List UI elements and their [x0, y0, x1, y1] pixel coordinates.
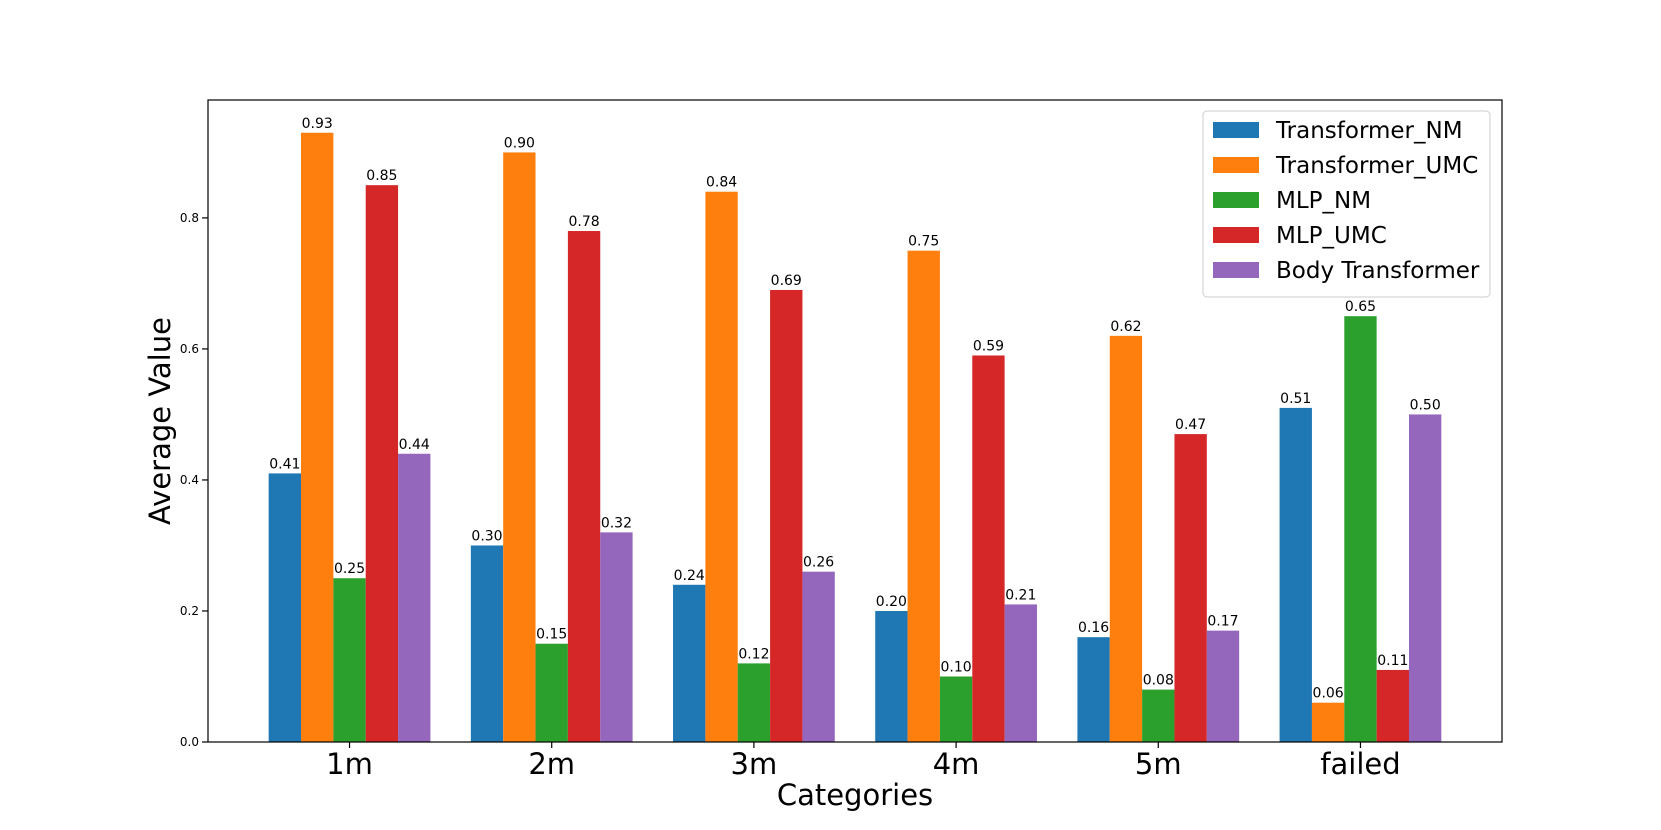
y-axis-title: Average Value	[143, 317, 177, 525]
bar-transformer-umc-3m	[705, 191, 738, 742]
legend-swatch	[1213, 227, 1259, 243]
legend-swatch	[1213, 262, 1259, 278]
bar-value-label: 0.69	[771, 273, 802, 289]
bar-transformer-nm-2m	[470, 545, 504, 742]
bar-value-label: 0.26	[803, 555, 834, 571]
legend-label: MLP_UMC	[1276, 223, 1387, 249]
bar-transformer-nm-1m	[268, 473, 302, 742]
bar-value-label: 0.12	[738, 646, 769, 662]
bar-transformer-nm-5m	[1077, 637, 1110, 742]
bar-value-label: 0.10	[941, 659, 972, 675]
bar-value-label: 0.25	[334, 561, 365, 577]
bar-mlp-umc-failed	[1376, 669, 1409, 742]
legend-label: Transformer_UMC	[1275, 153, 1478, 179]
bar-value-label: 0.08	[1143, 673, 1174, 689]
bar-value-label: 0.32	[601, 515, 632, 531]
bar-body-transformer-failed	[1408, 414, 1442, 742]
bar-value-label: 0.90	[504, 135, 535, 151]
bar-transformer-nm-4m	[875, 610, 908, 742]
bar-transformer-umc-2m	[503, 152, 536, 742]
y-tick-label: 0.8	[180, 211, 199, 225]
bar-mlp-umc-2m	[567, 231, 601, 742]
bar-value-label: 0.62	[1110, 319, 1141, 335]
bar-mlp-nm-3m	[737, 663, 771, 742]
bar-mlp-umc-4m	[972, 355, 1005, 742]
bar-value-label: 0.06	[1313, 686, 1344, 702]
bar-value-label: 0.84	[706, 175, 737, 191]
x-tick-label: failed	[1320, 747, 1400, 781]
bar-value-label: 0.78	[568, 214, 599, 230]
bar-labels-group: 0.41 0.30 0.24 0.20 0.16 0.51 0.93 0.90 0.84 0.75…	[269, 116, 1441, 702]
bar-transformer-nm-failed	[1279, 407, 1312, 742]
y-axis: 0.0 0.2 0.4 0.6 0.8	[180, 211, 208, 749]
x-tick-label: 5m	[1135, 747, 1182, 781]
bar-transformer-umc-5m	[1109, 335, 1143, 742]
x-tick-label: 1m	[326, 747, 373, 781]
bar-mlp-nm-failed	[1344, 316, 1377, 742]
bars-group	[268, 132, 1442, 743]
bar-value-label: 0.93	[302, 116, 333, 132]
bar-mlp-nm-2m	[535, 643, 568, 742]
bar-value-label: 0.21	[1005, 587, 1036, 603]
bar-value-label: 0.44	[399, 437, 430, 453]
bar-value-label: 0.15	[536, 627, 567, 643]
bar-value-label: 0.30	[471, 528, 502, 544]
bar-transformer-umc-failed	[1311, 702, 1345, 742]
legend-swatch	[1213, 122, 1259, 138]
bar-transformer-umc-4m	[907, 250, 940, 743]
bar-mlp-umc-1m	[365, 185, 399, 742]
y-tick-label: 0.6	[180, 342, 199, 356]
bar-transformer-umc-1m	[301, 132, 334, 742]
bar-value-label: 0.47	[1175, 417, 1206, 433]
bar-value-label: 0.51	[1280, 391, 1311, 407]
bar-value-label: 0.75	[908, 234, 939, 250]
bar-value-label: 0.24	[674, 568, 705, 584]
bar-value-label: 0.20	[876, 594, 907, 610]
bar-value-label: 0.65	[1345, 299, 1376, 315]
bar-mlp-nm-1m	[333, 578, 366, 742]
y-tick-label: 0.2	[180, 604, 199, 618]
x-tick-label: 3m	[731, 747, 778, 781]
x-tick-label: 2m	[528, 747, 575, 781]
y-tick-label: 0.4	[180, 473, 199, 487]
legend: Transformer_NM Transformer_UMC MLP_NM MLP_U…	[1202, 110, 1491, 298]
bar-mlp-nm-5m	[1142, 689, 1175, 742]
legend-box	[1202, 110, 1491, 298]
bar-mlp-umc-3m	[770, 289, 803, 742]
bar-body-transformer-1m	[398, 453, 431, 742]
bar-value-label: 0.16	[1078, 620, 1109, 636]
bar-value-label: 0.41	[269, 456, 300, 472]
y-tick-label: 0.0	[180, 735, 199, 749]
legend-label: MLP_NM	[1276, 188, 1371, 214]
bar-mlp-nm-4m	[939, 676, 973, 742]
bar-value-label: 0.17	[1207, 614, 1238, 630]
bar-body-transformer-3m	[802, 571, 835, 742]
bar-body-transformer-5m	[1206, 630, 1240, 742]
legend-swatch	[1213, 157, 1259, 173]
plot-frame	[207, 99, 1503, 743]
bar-value-label: 0.50	[1410, 397, 1441, 413]
x-axis: 1m 2m 3m 4m 5m failed	[326, 742, 1401, 781]
legend-label: Body Transformer	[1276, 258, 1480, 284]
bar-value-label: 0.11	[1377, 653, 1408, 669]
x-axis-title: Categories	[777, 778, 933, 812]
legend-label: Transformer_NM	[1275, 118, 1463, 144]
bar-transformer-nm-3m	[673, 584, 706, 742]
bar-value-label: 0.85	[366, 168, 397, 184]
x-tick-label: 4m	[933, 747, 980, 781]
bar-body-transformer-4m	[1004, 604, 1037, 742]
bar-value-label: 0.59	[973, 338, 1004, 354]
bar-body-transformer-2m	[600, 532, 633, 742]
legend-swatch	[1213, 192, 1259, 208]
bar-mlp-umc-5m	[1174, 434, 1207, 742]
